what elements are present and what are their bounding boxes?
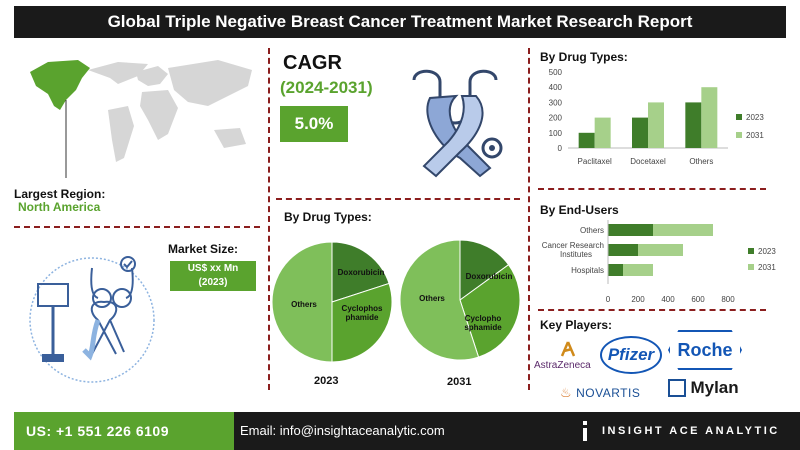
pie-2023-slice-1 xyxy=(331,282,393,363)
x-tick-label: 600 xyxy=(691,295,705,304)
x-tick-label: 200 xyxy=(631,295,645,304)
legend-swatch-2031 xyxy=(748,264,754,270)
cagr-title: CAGR xyxy=(283,52,342,74)
bar-others-2023 xyxy=(685,102,702,148)
divider-right-1 xyxy=(538,188,766,190)
pie-year-2031: 2031 xyxy=(447,376,472,388)
y-tick-label: 200 xyxy=(549,114,563,123)
novartis-logo: ♨ NOVARTIS xyxy=(560,385,641,400)
largest-region-value: North America xyxy=(18,200,101,214)
y-tick-label: Hospitals xyxy=(571,266,604,275)
world-map xyxy=(30,60,252,178)
pfizer-logo: Pfizer xyxy=(600,336,662,374)
bar-others-2031 xyxy=(701,87,718,148)
pie-2023-label-others: Others xyxy=(291,300,317,309)
hbar-0-2023 xyxy=(608,224,653,236)
pie-2031-label-cyclophosphamide: Cyclopho sphamide xyxy=(464,314,502,332)
x-tick-label: 400 xyxy=(661,295,675,304)
y-tick-label: 500 xyxy=(549,68,563,77)
y-tick-label: Others xyxy=(580,226,604,235)
cagr-value: 5.0% xyxy=(280,106,348,142)
divider-middle xyxy=(276,198,520,200)
cagr-period: (2024-2031) xyxy=(280,78,373,97)
y-tick-label: 100 xyxy=(549,129,563,138)
pie-2031-slice-2 xyxy=(399,239,480,361)
ribbon-stethoscope-icon xyxy=(412,69,503,178)
bar-chart-title: By Drug Types: xyxy=(540,50,628,64)
legend-label-2023: 2023 xyxy=(758,247,776,256)
pie-2023-slice-0 xyxy=(331,241,390,303)
x-tick-label: 800 xyxy=(721,295,735,304)
brand-icon xyxy=(583,421,587,441)
hbar-2-2023 xyxy=(608,264,623,276)
legend-label-2031: 2031 xyxy=(746,131,764,140)
legend-swatch-2023 xyxy=(736,114,742,120)
y-tick-label: 400 xyxy=(549,83,563,92)
footer-bar: Email: info@insightaceanalytic.com INSIG… xyxy=(234,412,800,450)
footer-phone: US: +1 551 226 6109 xyxy=(14,412,234,450)
pie-2031-label-others: Others xyxy=(419,294,445,303)
pie-year-2023: 2023 xyxy=(314,375,339,387)
pie-2031-slice-0 xyxy=(459,239,510,301)
y-tick-label: Institutes xyxy=(560,250,592,259)
x-tick-label: Others xyxy=(689,157,713,166)
x-tick-label: Docetaxel xyxy=(630,157,666,166)
bar-docetaxel-2023 xyxy=(632,117,648,148)
y-tick-label: 0 xyxy=(558,144,563,153)
pie-2031-label-doxorubicin: Doxorubicin xyxy=(465,272,513,281)
pie-2023-label-doxorubicin: Doxorubicin xyxy=(337,268,385,277)
mylan-icon xyxy=(668,379,686,397)
hbar-1-2023 xyxy=(608,244,638,256)
divider-left xyxy=(14,226,260,228)
largest-region-label: Largest Region: xyxy=(14,187,106,201)
market-size-label: Market Size: xyxy=(168,242,239,256)
astrazeneca-logo: AstraZeneca xyxy=(534,340,596,374)
bar-docetaxel-2031 xyxy=(648,102,664,148)
legend-label-2031: 2031 xyxy=(758,263,776,272)
key-players-title: Key Players: xyxy=(540,318,613,332)
bar-paclitaxel-2023 xyxy=(578,132,595,148)
mylan-logo: Mylan xyxy=(668,378,739,398)
hbar-0-2031 xyxy=(653,224,713,236)
roche-logo: Roche xyxy=(668,330,742,370)
pie-2023-slice-2 xyxy=(271,241,333,363)
footer-email[interactable]: Email: info@insightaceanalytic.com xyxy=(240,423,445,438)
pie-2023-label-cyclophosphamide: Cyclophos phamide xyxy=(341,304,383,322)
astrazeneca-icon xyxy=(560,341,576,357)
bar-paclitaxel-2031 xyxy=(594,117,611,148)
y-tick-label: 300 xyxy=(549,98,563,107)
report-title: Global Triple Negative Breast Cancer Tre… xyxy=(14,6,786,38)
hbar-1-2031 xyxy=(638,244,683,256)
end-users-title: By End-Users xyxy=(540,203,619,217)
market-size-value: US$ xx Mn (2023) xyxy=(170,261,256,291)
legend-swatch-2023 xyxy=(748,248,754,254)
legend-label-2023: 2023 xyxy=(746,113,764,122)
x-tick-label: 0 xyxy=(606,295,611,304)
north-america-highlight xyxy=(30,60,90,110)
hbar-2-2031 xyxy=(623,264,653,276)
divider-vertical-right xyxy=(528,48,530,390)
footer-brand: INSIGHT ACE ANALYTIC xyxy=(602,425,780,437)
divider-vertical-left xyxy=(268,48,270,390)
pie-2031-slice-1 xyxy=(459,264,521,358)
breast-exam-illustration xyxy=(29,256,155,383)
x-tick-label: Paclitaxel xyxy=(578,157,612,166)
divider-right-2 xyxy=(538,309,766,311)
novartis-icon: ♨ xyxy=(560,385,572,400)
pie-section-title: By Drug Types: xyxy=(284,210,372,224)
y-tick-label: Cancer Research xyxy=(542,241,604,250)
drug-types-bar-chart: 0 100 200 300 400 500 Paclitaxel Docetaxel Other… xyxy=(549,68,765,166)
pie-charts xyxy=(271,239,521,363)
legend-swatch-2031 xyxy=(736,132,742,138)
